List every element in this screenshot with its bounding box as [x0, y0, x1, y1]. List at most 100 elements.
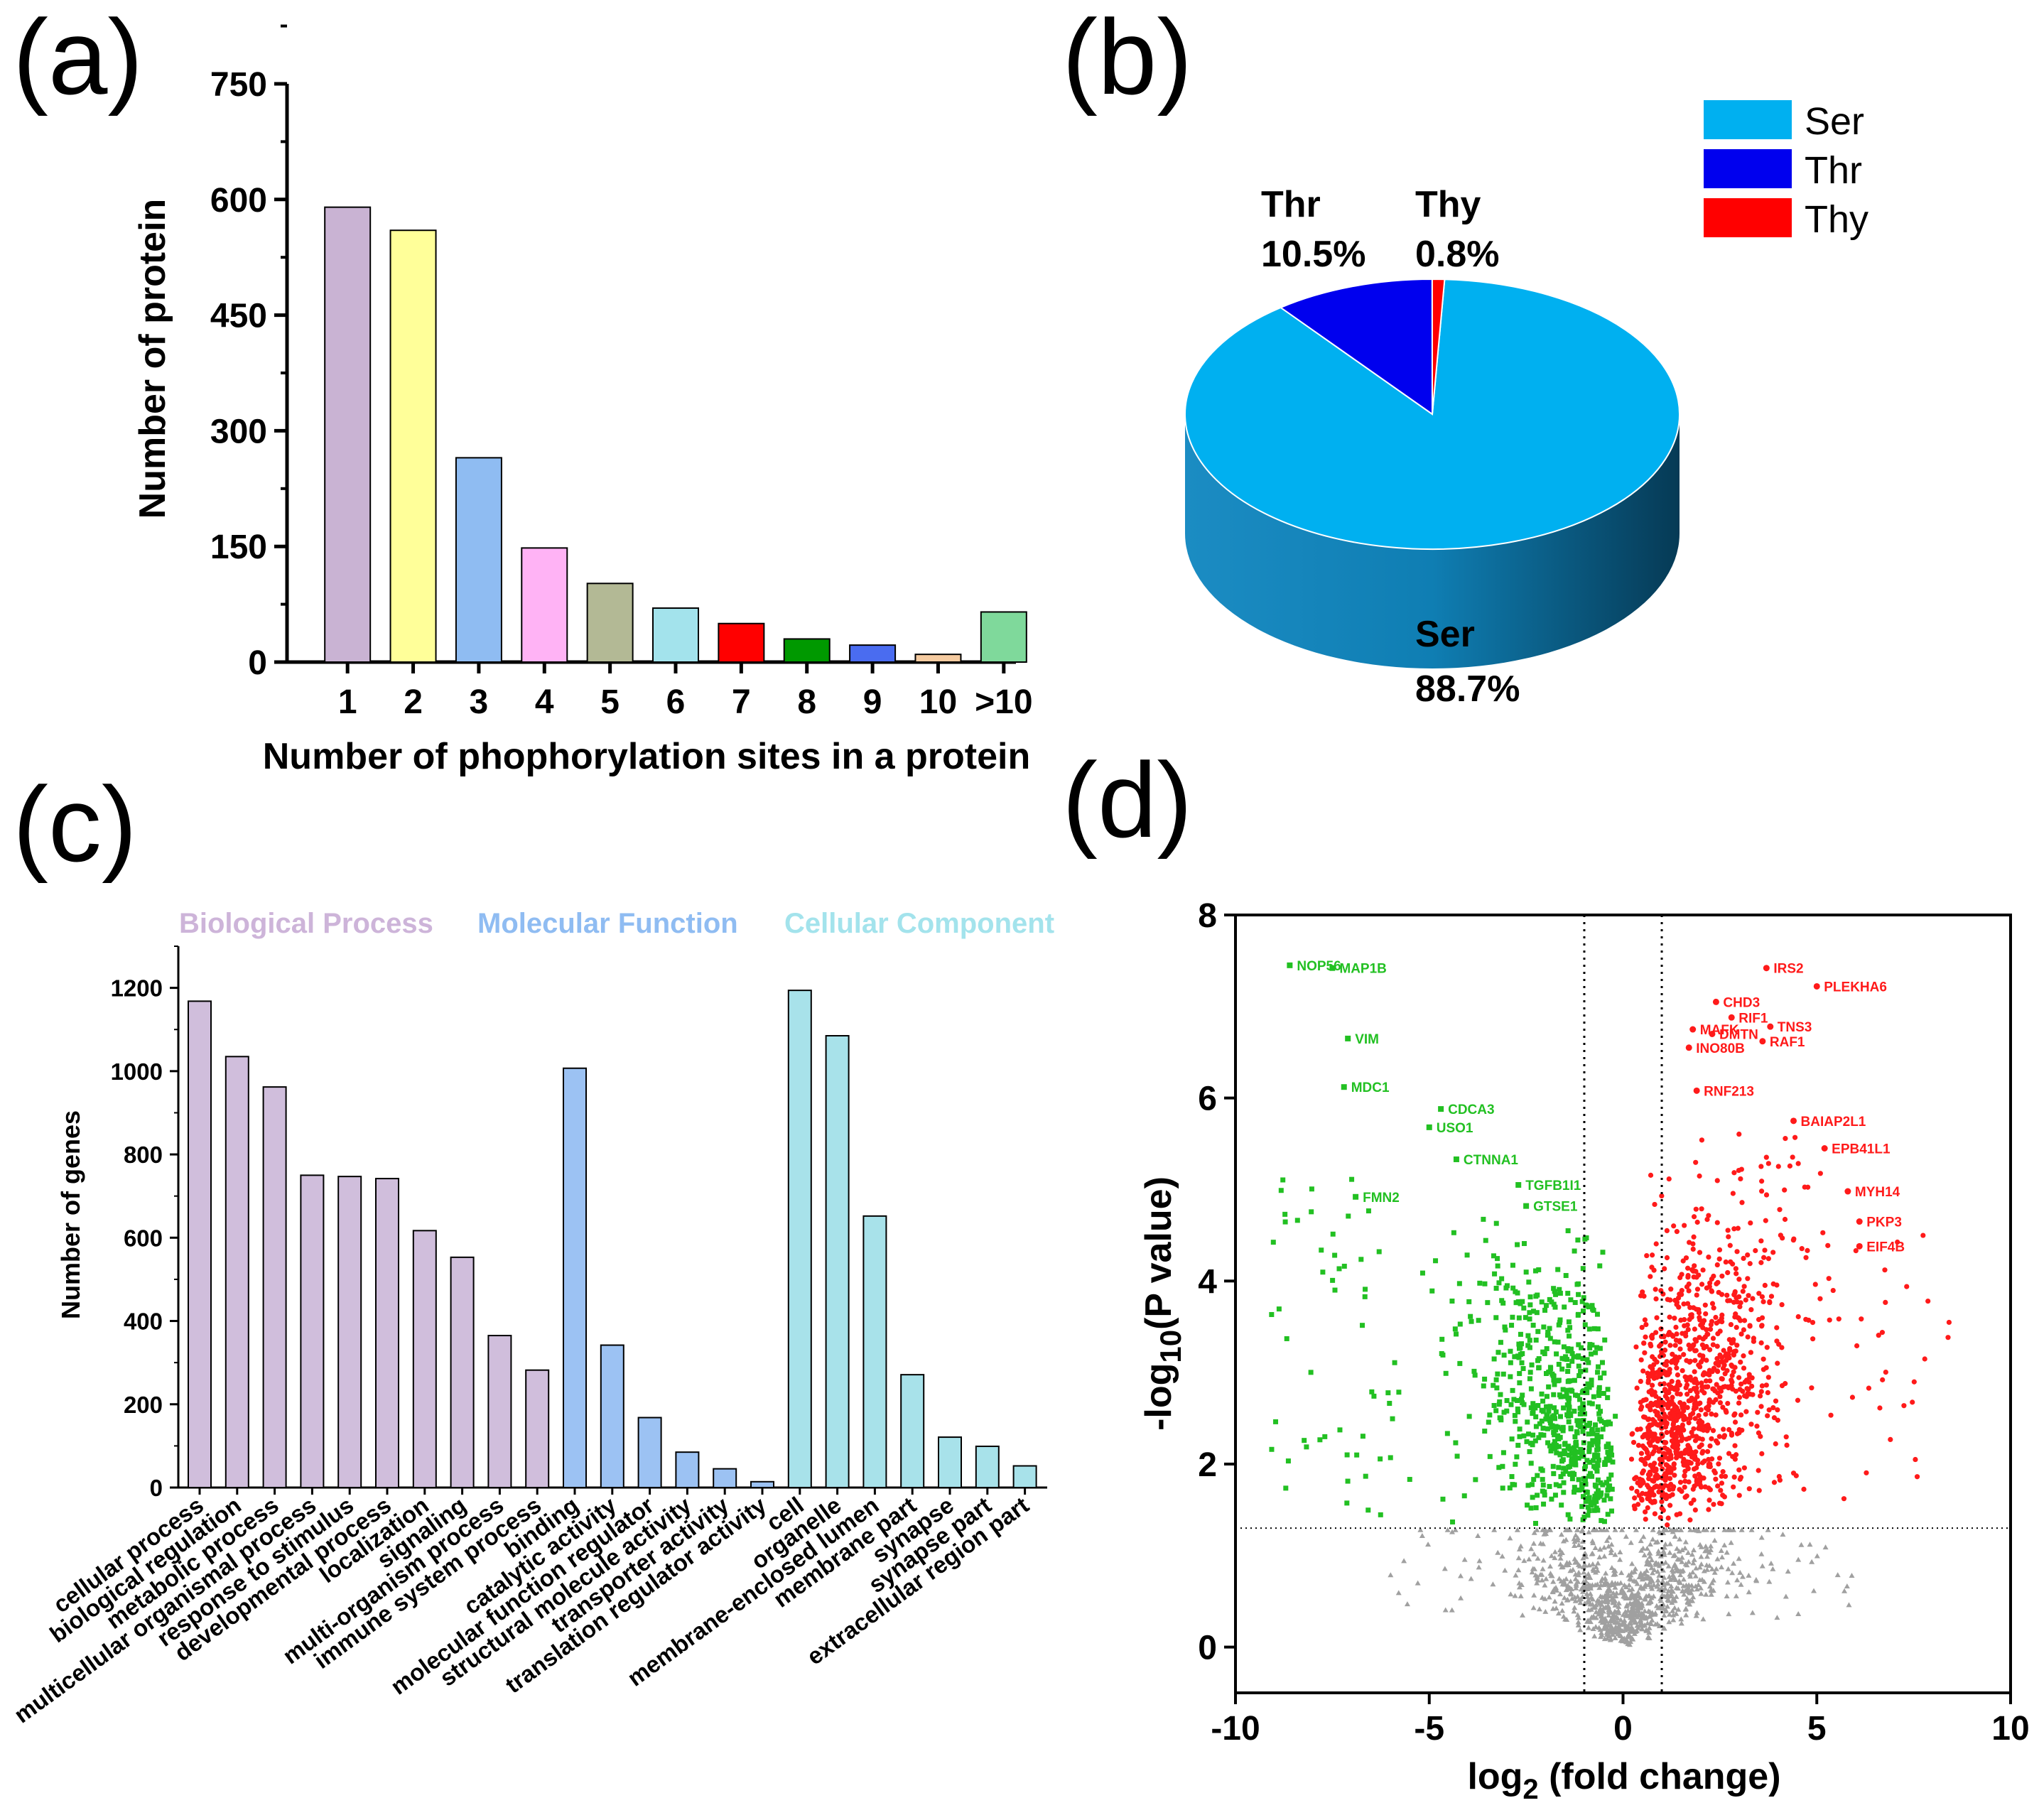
down-point: [1583, 1489, 1589, 1495]
down-point: [1564, 1387, 1569, 1393]
down-point: [1273, 1419, 1279, 1424]
up-point: [1669, 1438, 1675, 1443]
ns-point: [1612, 1581, 1618, 1586]
bar-c: [225, 1056, 249, 1489]
down-point: [1609, 1452, 1615, 1458]
up-point: [1670, 1333, 1676, 1339]
up-point: [1763, 1382, 1769, 1388]
down-point: [1606, 1453, 1611, 1458]
ns-point: [1531, 1551, 1537, 1556]
down-point: [1387, 1400, 1392, 1406]
ns-point: [1526, 1556, 1532, 1561]
down-point: [1549, 1371, 1555, 1377]
up-point: [1721, 1434, 1727, 1440]
ns-point: [1572, 1556, 1578, 1561]
down-point: [1376, 1249, 1382, 1255]
down-point: [1498, 1392, 1503, 1397]
down-point: [1595, 1488, 1601, 1493]
ns-point: [1690, 1560, 1697, 1566]
pie-label-thy: Thy: [1415, 184, 1481, 225]
up-point: [1715, 1440, 1721, 1446]
up-point: [1735, 1315, 1741, 1321]
up-point: [1714, 1355, 1720, 1362]
up-point: [1795, 1313, 1801, 1320]
ns-point: [1669, 1567, 1675, 1573]
ns-point: [1615, 1630, 1621, 1636]
down-point: [1469, 1318, 1474, 1324]
up-point: [1664, 1228, 1670, 1234]
ns-point: [1680, 1588, 1686, 1594]
up-point: [1674, 1301, 1680, 1307]
down-point: [1530, 1401, 1536, 1407]
up-point: [1721, 1363, 1727, 1368]
down-point: [1567, 1470, 1572, 1476]
up-point: [1699, 1342, 1705, 1348]
ns-point: [1746, 1589, 1752, 1595]
up-point: [1653, 1287, 1658, 1292]
ns-point: [1548, 1572, 1554, 1578]
up-point: [1741, 1255, 1746, 1262]
ns-point: [1585, 1597, 1591, 1603]
ns-point: [1768, 1560, 1774, 1566]
gene-label-down: CDCA3: [1448, 1103, 1494, 1117]
ns-point: [1646, 1550, 1653, 1556]
down-point: [1278, 1188, 1284, 1193]
down-point: [1595, 1477, 1601, 1483]
ns-point: [1521, 1558, 1527, 1564]
down-point: [1528, 1386, 1534, 1392]
up-point: [1751, 1338, 1757, 1344]
ns-point: [1807, 1542, 1813, 1547]
ns-point: [1703, 1527, 1709, 1532]
up-point: [1733, 1266, 1738, 1272]
up-point: [1736, 1493, 1742, 1498]
down-point: [1518, 1331, 1523, 1337]
down-point: [1509, 1474, 1515, 1480]
ns-point: [1567, 1560, 1573, 1566]
ns-point: [1617, 1549, 1623, 1554]
up-point: [1644, 1252, 1650, 1259]
down-point: [1551, 1301, 1557, 1307]
ns-point: [1684, 1562, 1690, 1568]
up-point: [1652, 1498, 1657, 1504]
down-point: [1558, 1394, 1564, 1399]
down-point: [1515, 1242, 1520, 1247]
down-point: [1565, 1369, 1571, 1375]
up-point: [1836, 1316, 1841, 1322]
pie-side-b: [1185, 414, 1680, 668]
down-point: [1572, 1489, 1577, 1495]
ns-point: [1615, 1608, 1621, 1613]
up-point: [1709, 1289, 1715, 1294]
panel-label-a: (a): [13, 0, 143, 117]
ns-point: [1661, 1551, 1667, 1557]
down-point: [1433, 1258, 1439, 1264]
gene-label-up: BAIAP2L1: [1801, 1115, 1866, 1130]
down-point: [1336, 1266, 1342, 1272]
down-point: [1547, 1404, 1553, 1409]
up-point: [1895, 1239, 1900, 1245]
ns-point: [1531, 1566, 1537, 1571]
up-point: [1701, 1318, 1707, 1323]
up-point: [1673, 1324, 1679, 1330]
down-point: [1588, 1500, 1594, 1505]
down-point: [1593, 1465, 1599, 1470]
down-point: [1571, 1354, 1576, 1360]
ns-point: [1564, 1527, 1571, 1532]
down-point: [1471, 1368, 1477, 1374]
y-tick-label-a: 0: [248, 644, 267, 682]
labeled-up-point: [1728, 1014, 1735, 1021]
up-point: [1689, 1267, 1695, 1273]
up-point: [1638, 1407, 1644, 1412]
ns-point: [1514, 1527, 1520, 1532]
down-point: [1481, 1216, 1486, 1222]
down-point: [1526, 1279, 1532, 1285]
ns-point: [1571, 1608, 1577, 1614]
ns-point: [1572, 1571, 1579, 1577]
up-point: [1714, 1320, 1719, 1326]
ns-point: [1616, 1600, 1622, 1605]
labeled-up-point: [1856, 1242, 1863, 1250]
up-point: [1701, 1427, 1707, 1433]
up-point: [1699, 1450, 1705, 1456]
ns-point: [1579, 1584, 1586, 1590]
down-point: [1533, 1414, 1539, 1419]
up-point: [1826, 1276, 1832, 1282]
